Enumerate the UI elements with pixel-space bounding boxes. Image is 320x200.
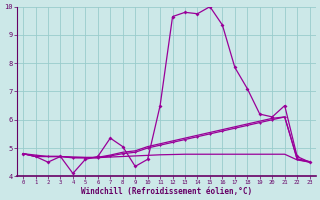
X-axis label: Windchill (Refroidissement éolien,°C): Windchill (Refroidissement éolien,°C) [81, 187, 252, 196]
